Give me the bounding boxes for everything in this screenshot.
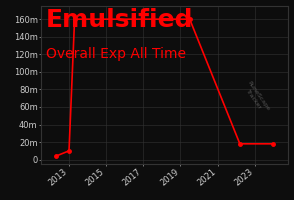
- Text: RuneScape
Tracker: RuneScape Tracker: [242, 80, 270, 115]
- Text: Overall Exp All Time: Overall Exp All Time: [46, 47, 186, 61]
- Text: Emulsified: Emulsified: [46, 8, 194, 32]
